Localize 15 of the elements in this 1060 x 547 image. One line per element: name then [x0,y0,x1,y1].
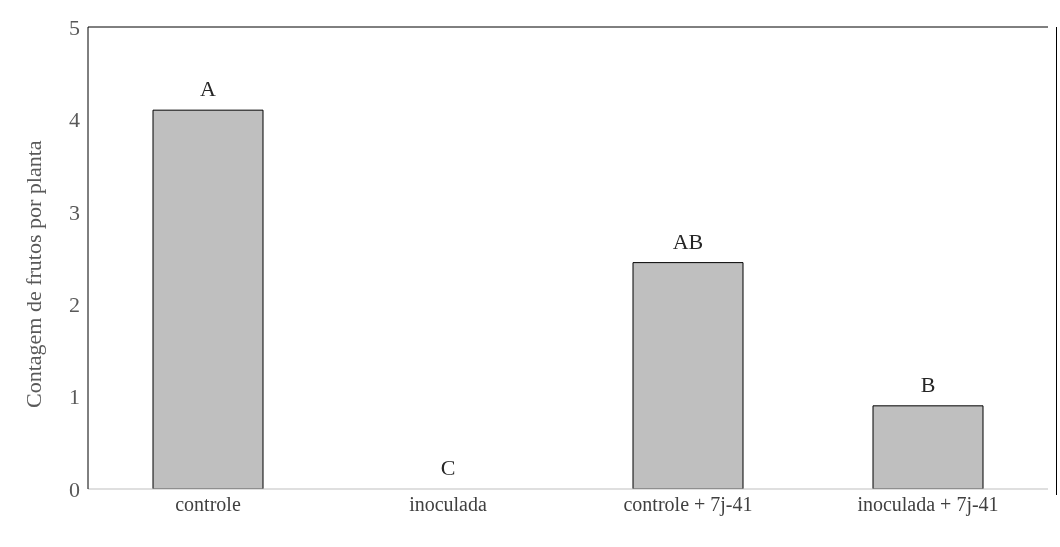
annotation: B [920,371,936,397]
y-tick-label: 4 [69,107,80,133]
y-tick-label: 0 [69,476,80,502]
x-tick-label: inoculada [409,493,487,516]
y-tick-label: 2 [69,292,80,318]
x-tick-label: controle [175,493,241,516]
x-tick-label: controle + 7j-41 [623,493,753,517]
y-tick-label: 1 [69,384,80,410]
y-tick-label: 5 [69,14,80,40]
annotation: C [440,455,456,480]
y-axis-title: Contagem de frutos por planta [20,140,46,408]
y-tick-label: 3 [69,199,80,225]
annotation: AB [672,228,704,254]
x-tick-label: inoculada + 7j-41 [857,493,999,517]
annotation: A [200,76,217,102]
